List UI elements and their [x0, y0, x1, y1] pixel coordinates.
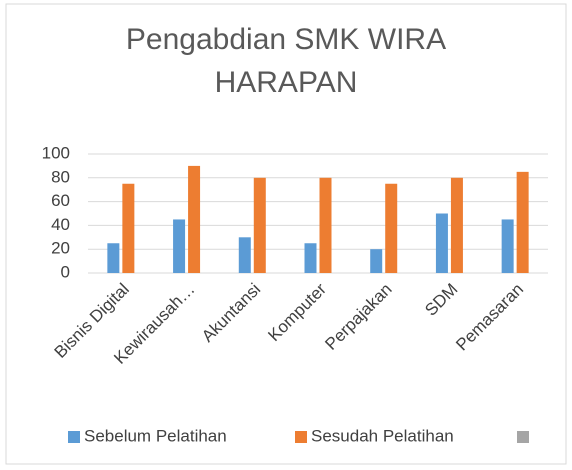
bar — [188, 165, 201, 273]
bar — [516, 171, 529, 273]
bar — [501, 219, 514, 273]
bar — [173, 219, 186, 273]
bar — [450, 177, 463, 273]
y-tick-label: 20 — [51, 239, 70, 258]
y-tick-label: 60 — [51, 191, 70, 210]
x-tick-label: Perpajakan — [321, 280, 395, 354]
y-tick-label: 80 — [51, 167, 70, 186]
legend-swatch — [295, 431, 307, 443]
y-tick-label: 40 — [51, 215, 70, 234]
chart-title: Pengabdian SMK WIRA HARAPAN — [125, 23, 447, 99]
bar — [253, 177, 266, 273]
bar — [122, 183, 135, 273]
x-tick-label: SDM — [421, 280, 461, 320]
legend-swatch — [68, 431, 80, 443]
bar — [304, 243, 317, 273]
x-tick-label: Komputer — [264, 279, 330, 345]
y-tick-label: 0 — [61, 262, 70, 281]
bar — [385, 183, 398, 273]
bar — [319, 177, 332, 273]
bar — [435, 213, 448, 273]
bar — [370, 249, 383, 273]
chart-border — [5, 3, 567, 465]
y-tick-label: 100 — [42, 143, 70, 162]
legend-label: Sesudah Pelatihan — [311, 426, 454, 445]
x-tick-label: Pemasaran — [452, 280, 527, 355]
legend-swatch — [517, 431, 529, 443]
legend-label: Sebelum Pelatihan — [84, 426, 227, 445]
bar — [238, 237, 251, 273]
x-tick-label: Akuntansi — [198, 280, 264, 346]
bar — [107, 243, 120, 273]
